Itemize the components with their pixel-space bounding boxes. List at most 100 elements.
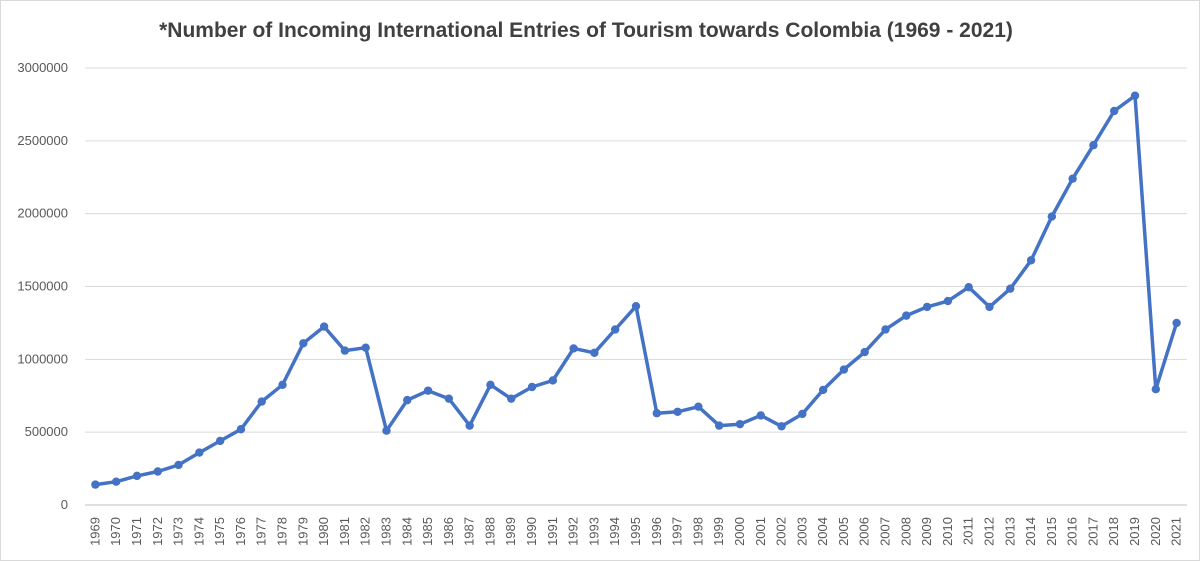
data-point <box>423 386 433 395</box>
data-point <box>714 421 724 430</box>
x-tick-label: 2009 <box>919 517 934 546</box>
x-tick-label: 1978 <box>275 517 290 546</box>
x-tick-label: 1982 <box>358 517 373 546</box>
x-tick-label: 1987 <box>462 517 477 546</box>
data-point <box>1068 174 1077 183</box>
x-tick-label: 2008 <box>898 517 913 546</box>
data-point <box>694 402 703 411</box>
x-tick-label: 2017 <box>1085 517 1100 546</box>
data-point <box>881 325 890 334</box>
data-point <box>964 283 973 292</box>
x-tick-label: 1977 <box>254 517 269 546</box>
data-point <box>257 397 266 406</box>
data-point <box>735 419 745 429</box>
x-tick-label: 2000 <box>732 517 747 546</box>
x-tick-label: 2020 <box>1148 517 1163 546</box>
data-point <box>361 343 370 352</box>
data-point <box>299 339 308 348</box>
data-point <box>1006 284 1015 293</box>
data-point <box>340 346 350 355</box>
x-tick-label: 1971 <box>129 517 144 546</box>
x-tick-label: 1986 <box>441 517 456 546</box>
data-point <box>756 411 765 420</box>
data-point <box>403 395 412 405</box>
data-point <box>943 296 953 306</box>
data-point <box>382 426 391 435</box>
data-point <box>1026 256 1036 265</box>
data-point <box>278 380 287 390</box>
data-point <box>236 425 246 434</box>
x-tick-label: 2010 <box>940 517 955 546</box>
data-point <box>195 448 204 457</box>
data-point <box>548 376 558 385</box>
x-tick-label: 1988 <box>482 517 497 546</box>
x-tick-label: 1994 <box>607 517 622 546</box>
y-axis: 0 500000 1000000 1500000 2000000 2500000 30000… <box>17 60 68 512</box>
data-point <box>215 436 225 446</box>
data-point <box>985 302 994 312</box>
x-tick-label: 2004 <box>815 517 830 546</box>
x-tick-label: 1985 <box>420 517 435 546</box>
data-point <box>611 325 620 334</box>
data-point <box>777 422 786 431</box>
x-tick-label: 2011 <box>961 517 976 545</box>
data-point <box>902 311 911 320</box>
x-tick-label: 1997 <box>670 517 685 546</box>
series-line <box>93 93 1179 487</box>
chart-title: *Number of Incoming International Entrie… <box>159 19 1013 42</box>
x-tick-label: 2007 <box>878 517 893 546</box>
data-point <box>174 460 183 470</box>
x-tick-label: 2006 <box>857 517 872 546</box>
x-tick-label: 1981 <box>337 517 352 546</box>
x-tick-label: 1980 <box>316 517 331 546</box>
x-tick-label: 1995 <box>628 517 643 546</box>
data-point <box>590 348 599 357</box>
y-tick-label: 2000000 <box>17 206 68 221</box>
x-tick-label: 1975 <box>212 517 227 546</box>
x-tick-label: 1969 <box>87 517 102 546</box>
x-tick-label: 1973 <box>171 517 186 546</box>
data-point <box>652 409 661 418</box>
x-tick-label: 1991 <box>545 517 560 546</box>
x-tick-label: 1972 <box>150 517 165 546</box>
data-point <box>922 302 932 312</box>
y-tick-label: 500000 <box>25 424 68 439</box>
data-point <box>839 365 849 374</box>
x-tick-label: 2005 <box>836 517 851 546</box>
x-tick-label: 2013 <box>1002 517 1017 546</box>
x-tick-label: 2001 <box>753 517 768 546</box>
data-point <box>486 380 495 390</box>
data-point <box>465 421 474 430</box>
x-tick-label: 2014 <box>1023 517 1038 546</box>
data-point <box>527 382 537 392</box>
data-point <box>798 409 807 419</box>
data-point <box>132 471 142 481</box>
y-tick-label: 2500000 <box>17 133 68 148</box>
data-point <box>444 394 454 403</box>
x-tick-label: 1970 <box>108 517 123 546</box>
x-tick-label: 1976 <box>233 517 248 546</box>
x-tick-label: 1974 <box>191 517 206 546</box>
data-point <box>1130 91 1140 100</box>
x-tick-label: 2015 <box>1044 517 1059 546</box>
x-tick-label: 1984 <box>399 517 414 546</box>
data-points <box>91 91 1181 489</box>
x-tick-label: 2002 <box>774 517 789 546</box>
data-point <box>153 467 162 476</box>
data-point <box>1151 384 1161 394</box>
x-tick-label: 1983 <box>378 517 393 546</box>
data-point <box>111 477 121 486</box>
series-line-path <box>93 93 1179 487</box>
x-tick-label: 1979 <box>295 517 310 546</box>
x-tick-label: 1996 <box>649 517 664 546</box>
y-tick-label: 1000000 <box>17 351 68 366</box>
x-tick-label: 2018 <box>1106 517 1121 546</box>
x-tick-label: 1993 <box>586 517 601 546</box>
data-point <box>860 347 869 357</box>
data-point <box>673 407 682 416</box>
x-tick-label: 2003 <box>794 517 809 546</box>
data-point <box>1089 141 1098 150</box>
x-tick-label: 1992 <box>566 517 581 546</box>
